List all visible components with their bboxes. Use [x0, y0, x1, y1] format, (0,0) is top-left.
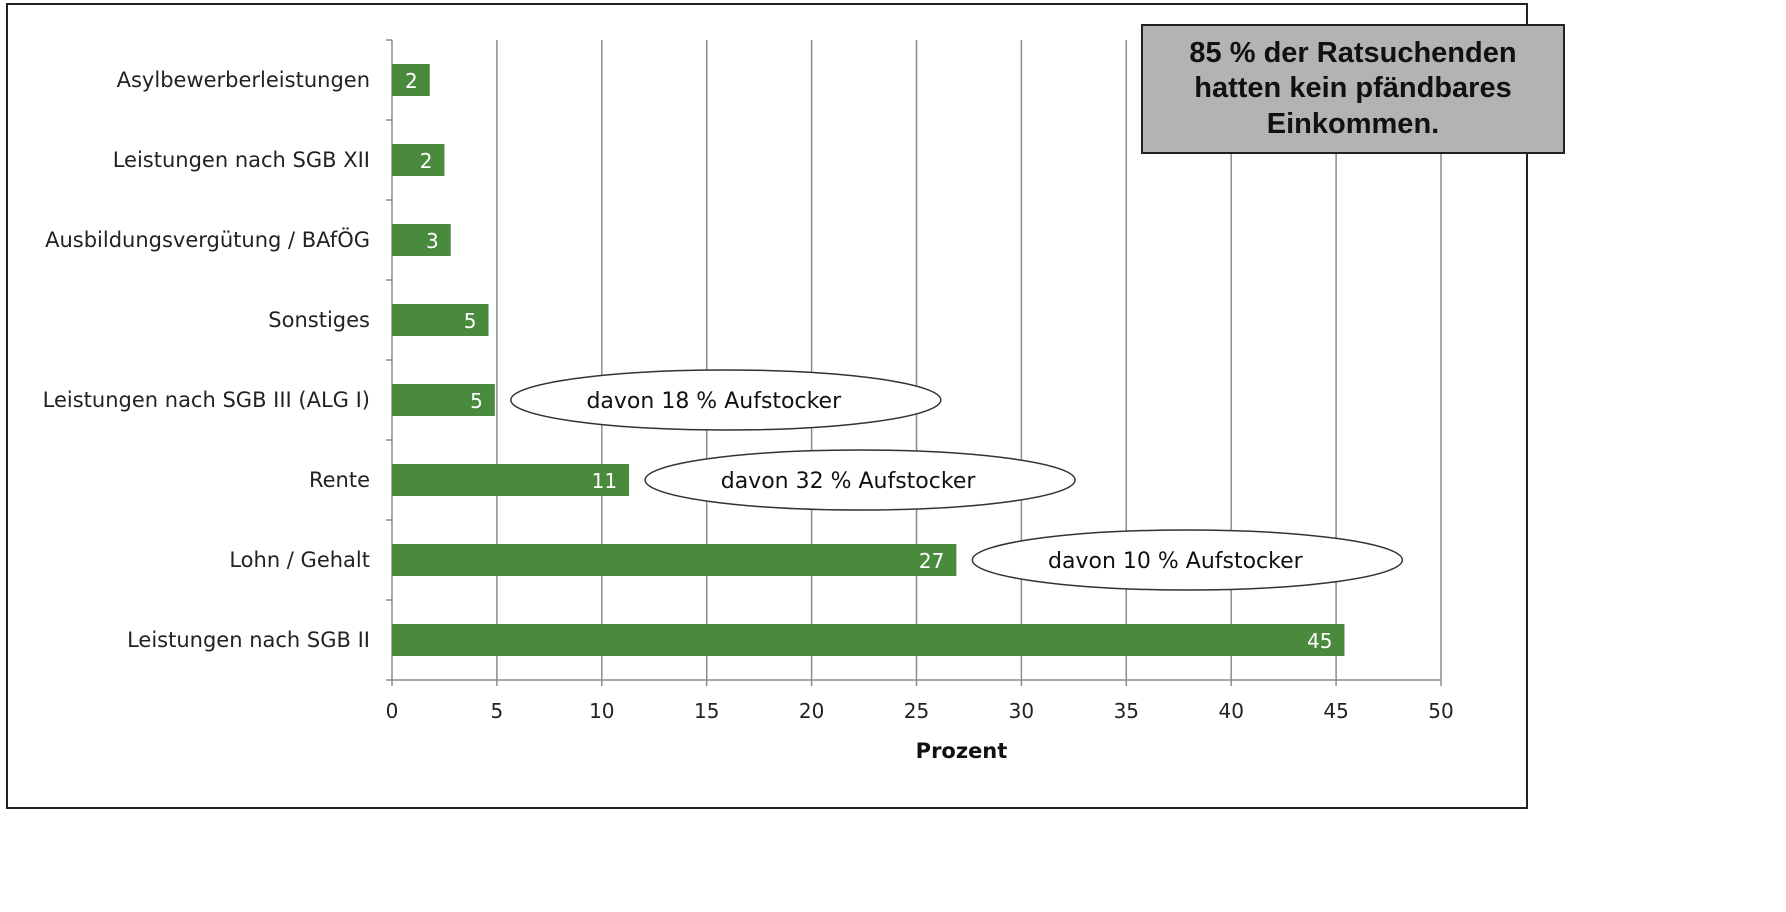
data-label: 5: [464, 309, 477, 333]
category-label: Rente: [309, 468, 370, 492]
x-tick-label: 10: [589, 699, 614, 723]
callout-text: davon 18 % Aufstocker: [586, 389, 842, 414]
bar: [392, 384, 495, 416]
category-label: Leistungen nach SGB XII: [113, 148, 370, 172]
bar: [392, 64, 430, 96]
category-label: Leistungen nach SGB II: [127, 628, 370, 652]
category-label: Leistungen nach SGB III (ALG I): [43, 388, 370, 412]
bar: [392, 624, 1345, 656]
category-label: Sonstiges: [268, 308, 370, 332]
bar: [392, 304, 489, 336]
callout-text: davon 32 % Aufstocker: [721, 469, 977, 494]
x-tick-label: 35: [1114, 699, 1139, 723]
data-label: 2: [405, 69, 418, 93]
x-tick-label: 25: [904, 699, 929, 723]
x-tick-label: 5: [491, 699, 504, 723]
data-label: 5: [470, 389, 483, 413]
bar: [392, 224, 451, 256]
callout-ellipse: [510, 369, 942, 431]
x-tick-label: 20: [799, 699, 824, 723]
x-tick-label: 45: [1323, 699, 1348, 723]
summary-note-box: 85 % der Ratsuchenden hatten kein pfändb…: [1141, 24, 1565, 154]
x-tick-label: 15: [694, 699, 719, 723]
data-label: 11: [592, 469, 617, 493]
x-tick-label: 50: [1428, 699, 1453, 723]
bar: [392, 144, 445, 176]
x-tick-label: 40: [1218, 699, 1243, 723]
callout-text: davon 10 % Aufstocker: [1048, 549, 1304, 574]
x-axis-title: Prozent: [916, 739, 1008, 763]
data-label: 45: [1307, 629, 1332, 653]
category-label: Ausbildungsvergütung / BAfÖG: [45, 227, 370, 252]
summary-note-text: 85 % der Ratsuchenden hatten kein pfändb…: [1189, 36, 1517, 140]
category-label: Asylbewerberleistungen: [117, 68, 370, 92]
data-label: 27: [919, 549, 944, 573]
bar: [392, 544, 957, 576]
category-label: Lohn / Gehalt: [229, 548, 370, 572]
data-label: 2: [420, 149, 433, 173]
data-label: 3: [426, 229, 439, 253]
x-tick-label: 30: [1009, 699, 1034, 723]
x-tick-label: 0: [386, 699, 399, 723]
bar: [392, 464, 630, 496]
callout-ellipse: [971, 529, 1404, 591]
callout-ellipse: [644, 449, 1076, 511]
